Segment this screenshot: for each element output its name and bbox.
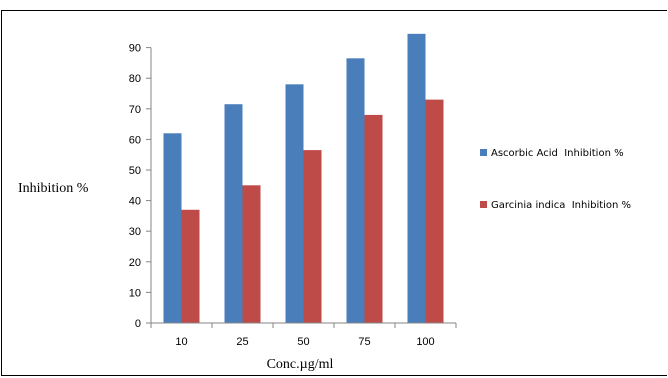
bar-garcinia-indica-50	[303, 150, 322, 323]
legend-swatch	[480, 149, 487, 156]
bar-garcinia-indica-100	[425, 99, 444, 324]
bar-garcinia-indica-25	[242, 185, 261, 323]
legend-label: Ascorbic Acid Inhibition %	[491, 148, 624, 159]
y-tick-label: 20	[129, 257, 141, 269]
bar-ascorbic-acid-25	[224, 104, 243, 324]
legend-label: Garcinia indica Inhibition %	[491, 200, 631, 211]
y-tick-label: 40	[129, 196, 141, 208]
legend: Ascorbic Acid Inhibition % Garcinia indic…	[480, 148, 631, 211]
x-tick-label: 100	[416, 336, 434, 348]
legend-swatch	[480, 201, 487, 208]
x-tick-label: 50	[297, 336, 309, 348]
bar-ascorbic-acid-10	[163, 133, 182, 323]
y-tick-label: 50	[129, 165, 141, 177]
y-tick-label: 10	[129, 287, 141, 299]
y-tick-label: 70	[129, 104, 141, 116]
y-tick-label: 30	[129, 226, 141, 238]
bar-garcinia-indica-75	[364, 114, 383, 323]
x-tick-label: 10	[175, 336, 187, 348]
bar-ascorbic-acid-50	[285, 84, 304, 323]
bar-garcinia-indica-10	[181, 209, 200, 323]
y-tick-label: 80	[129, 73, 141, 85]
bar-ascorbic-acid-75	[346, 58, 365, 324]
bars	[163, 33, 444, 324]
x-tick-labels: 10 25 50 75 100	[175, 336, 434, 348]
y-axis-title: Inhibition %	[18, 181, 89, 196]
y-tick-label: 90	[129, 43, 141, 55]
y-tick-label: 0	[135, 318, 141, 330]
x-tick-label: 25	[236, 336, 248, 348]
x-axis-title: Conc.µg/ml	[267, 357, 334, 372]
chart-frame	[1, 10, 667, 376]
y-tick-label: 60	[129, 134, 141, 146]
x-tick-label: 75	[358, 336, 370, 348]
y-axis-ticks	[146, 47, 457, 328]
bar-ascorbic-acid-100	[407, 33, 426, 323]
y-tick-labels: 0 10 20 30 40 50 60 70 80 90	[129, 43, 141, 330]
